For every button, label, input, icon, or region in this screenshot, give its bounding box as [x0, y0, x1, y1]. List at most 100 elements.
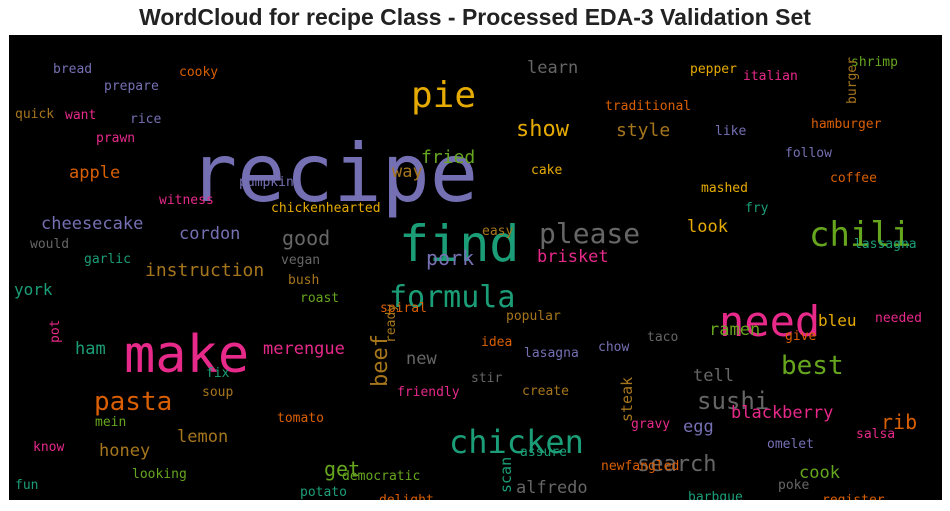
word-beef: beef: [368, 334, 393, 387]
word-traditional: traditional: [605, 99, 691, 114]
word-formula: formula: [389, 280, 515, 315]
word-poke: poke: [778, 478, 809, 493]
word-chicken: chicken: [449, 423, 584, 461]
word-good: good: [282, 226, 330, 250]
word-follow: follow: [785, 146, 832, 161]
word-new: new: [406, 349, 437, 369]
word-salsa: salsa: [856, 427, 895, 442]
word-pot: pot: [48, 320, 63, 343]
word-pumpkin: pumpkin: [239, 175, 294, 190]
word-italian: italian: [743, 69, 798, 84]
word-instruction: instruction: [145, 260, 264, 281]
word-show: show: [516, 117, 570, 142]
word-fun: fun: [15, 478, 38, 493]
word-york: york: [14, 280, 53, 299]
word-easy: easy: [482, 224, 513, 239]
word-bleu: bleu: [818, 311, 857, 330]
word-pie: pie: [411, 75, 476, 116]
word-honey: honey: [99, 441, 150, 461]
word-ham: ham: [75, 339, 106, 359]
word-mashed: mashed: [701, 181, 748, 196]
word-coffee: coffee: [830, 171, 877, 186]
word-steak: steak: [618, 377, 636, 422]
word-create: create: [522, 384, 569, 399]
word-scan: scan: [497, 457, 515, 493]
word-taco: taco: [647, 330, 678, 345]
word-democratic: democratic: [342, 469, 420, 484]
word-would: would: [30, 237, 69, 252]
word-chow: chow: [598, 340, 629, 355]
word-prepare: prepare: [104, 79, 159, 94]
word-chickenhearted: chickenhearted: [271, 201, 381, 216]
word-way: way: [392, 162, 423, 182]
word-roast: roast: [300, 291, 339, 306]
word-chili: chili: [809, 215, 911, 255]
word-lasagna: lasagna: [524, 346, 579, 361]
word-apple: apple: [69, 163, 120, 183]
word-cook: cook: [799, 463, 840, 483]
word-know: know: [33, 440, 64, 455]
word-idea: idea: [481, 335, 512, 350]
word-make: make: [124, 325, 249, 385]
word-merengue: merengue: [263, 339, 345, 359]
wordcloud-canvas: recipe make find need pie chili chicken formula…: [9, 35, 942, 500]
word-fry: fry: [745, 201, 769, 216]
word-sushi: sushi: [697, 387, 769, 415]
word-cake: cake: [531, 163, 562, 178]
word-newfangled: newfangled: [601, 459, 679, 474]
word-needed: needed: [875, 311, 922, 326]
word-lassagna: lassagna: [854, 237, 917, 252]
word-fix: fix: [206, 366, 230, 381]
word-ramen: ramen: [709, 320, 760, 340]
word-gravy: gravy: [631, 417, 670, 432]
word-get: get: [324, 457, 360, 481]
word-delight: delight: [379, 493, 434, 500]
word-please: please: [539, 217, 640, 250]
word-give: give: [785, 329, 816, 344]
word-learn: learn: [527, 58, 578, 78]
word-want: want: [65, 108, 96, 123]
word-quick: quick: [15, 107, 54, 122]
word-vegan: vegan: [281, 253, 320, 268]
word-look: look: [687, 217, 728, 237]
word-fried: fried: [421, 147, 475, 168]
word-alfredo: alfredo: [516, 478, 588, 498]
word-style: style: [616, 120, 670, 141]
word-cheesecake: cheesecake: [41, 214, 143, 234]
word-pasta: pasta: [94, 387, 172, 417]
word-cooky: cooky: [179, 65, 218, 80]
word-bread: bread: [53, 62, 92, 77]
word-barbque: barbque: [688, 490, 743, 500]
word-like: like: [715, 124, 746, 139]
word-pork: pork: [426, 246, 474, 270]
word-spiral: spiral: [380, 301, 427, 316]
word-search: search: [637, 452, 716, 477]
word-soup: soup: [202, 385, 233, 400]
word-prawn: prawn: [96, 131, 135, 146]
word-hamburger: hamburger: [811, 117, 882, 132]
word-mein: mein: [95, 415, 126, 430]
word-burger: burger: [845, 57, 860, 104]
word-ready: ready: [384, 304, 399, 343]
word-brisket: brisket: [537, 247, 609, 267]
word-lemon: lemon: [177, 427, 228, 447]
word-blackberry: blackberry: [731, 403, 833, 423]
word-popular: popular: [506, 309, 561, 324]
word-witness: witness: [159, 193, 214, 208]
word-friendly: friendly: [397, 385, 460, 400]
word-shrimp: shrimp: [851, 55, 898, 70]
word-omelet: omelet: [767, 437, 814, 452]
wordcloud-svg: recipe make find need pie chili chicken formula…: [14, 55, 922, 500]
word-pepper: pepper: [690, 62, 737, 77]
word-potato: potato: [300, 485, 347, 500]
word-rice: rice: [130, 112, 161, 127]
chart-title: WordCloud for recipe Class - Processed E…: [139, 4, 811, 30]
word-garlic: garlic: [84, 252, 131, 267]
word-recipe: recipe: [189, 127, 478, 220]
word-register: register: [822, 493, 885, 500]
word-egg: egg: [683, 417, 714, 437]
word-rib: rib: [881, 410, 917, 434]
word-find: find: [399, 215, 519, 273]
word-bush: bush: [288, 273, 319, 288]
word-tell: tell: [693, 366, 734, 386]
